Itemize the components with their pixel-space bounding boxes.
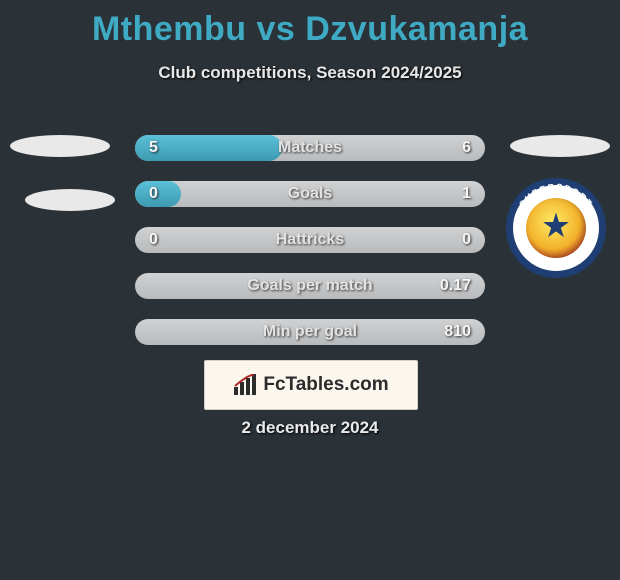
stat-row: Goals per match0.17: [135, 273, 485, 299]
stats-container: 5Matches6 0Goals1 0Hattricks0 Goals per mat…: [135, 135, 485, 365]
bar-bg: [135, 273, 485, 299]
stat-row: Min per goal810: [135, 319, 485, 345]
bar-bg: [135, 181, 485, 207]
avatar-placeholder-shape: [510, 135, 610, 157]
stat-row: 5Matches6: [135, 135, 485, 161]
star-icon: [541, 211, 571, 241]
subtitle: Club competitions, Season 2024/2025: [0, 63, 620, 83]
page-title: Mthembu vs Dzvukamanja: [0, 10, 620, 49]
bar-bg: [135, 227, 485, 253]
avatar-placeholder-shape: [10, 135, 110, 157]
player-left-avatar: [8, 123, 113, 228]
brand-box: FcTables.com: [204, 360, 418, 410]
stat-row: 0Goals1: [135, 181, 485, 207]
bar-bg: [135, 319, 485, 345]
club-badge: SUPERSPORT UNITED FC: [506, 178, 606, 278]
date: 2 december 2024: [0, 418, 620, 438]
avatar-placeholder-shape: [25, 189, 115, 211]
stat-row: 0Hattricks0: [135, 227, 485, 253]
brand-text: FcTables.com: [263, 374, 388, 396]
bars-icon: [233, 374, 257, 396]
bar-fill: [135, 181, 181, 207]
bar-fill: [135, 135, 282, 161]
